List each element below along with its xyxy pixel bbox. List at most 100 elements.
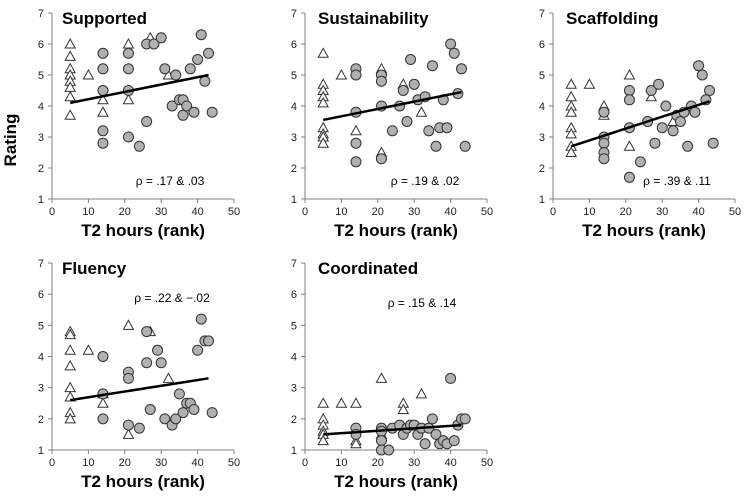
y-tick-label: 2 (38, 414, 44, 426)
circle-point (441, 122, 453, 134)
circle-point (188, 403, 200, 415)
circle-point (459, 413, 471, 425)
x-tick-label: 10 (82, 206, 94, 218)
triangle-point (122, 37, 135, 49)
circle-point (707, 137, 719, 149)
circle-point (192, 344, 204, 356)
circle-point (445, 372, 457, 384)
circle-point (375, 435, 387, 447)
x-tick-label: 40 (444, 457, 456, 469)
x-tick-label: 10 (82, 457, 94, 469)
triangle-point (64, 50, 77, 61)
circle-point (170, 413, 182, 425)
triangle-point (645, 90, 658, 102)
x-tick-label: 40 (444, 206, 456, 218)
triangle-point (317, 96, 330, 108)
y-tick-label: 4 (38, 352, 44, 364)
circle-point (122, 419, 134, 431)
x-tick-label: 20 (119, 457, 131, 469)
circle-point (598, 137, 610, 149)
trend-line (570, 100, 710, 148)
panel-title: Fluency (62, 259, 127, 278)
y-tick-label: 5 (291, 70, 297, 82)
circle-point (155, 32, 167, 44)
triangle-point (415, 387, 428, 399)
triangle-point (565, 90, 578, 102)
triangle-point (565, 78, 578, 89)
circle-point (203, 335, 215, 347)
triangle-point (64, 328, 77, 340)
x-tick-label: 30 (656, 206, 668, 218)
y-tick-label: 2 (291, 163, 297, 175)
x-tick-label: 20 (119, 206, 131, 218)
circle-point (689, 106, 701, 118)
panel-supported: 1 2 3 4 5 6 7 0 10 20 30 40 50 T2 hours (rank) Support… (38, 8, 240, 240)
circle-point (144, 403, 156, 415)
y-tick-label: 6 (38, 39, 44, 51)
circle-point (97, 85, 109, 96)
circle-point (386, 125, 398, 137)
triangle-point (82, 68, 95, 80)
x-tick-label: 50 (481, 206, 493, 218)
circle-point (430, 140, 442, 152)
correlation-annotation: ρ = .22 & −.02 (134, 291, 210, 305)
circle-point (426, 413, 438, 425)
trend-line (69, 73, 209, 105)
circle-point (152, 344, 164, 356)
circle-point (397, 85, 409, 96)
panel-title: Scaffolding (566, 9, 659, 28)
circle-point (423, 125, 435, 137)
circle-point (350, 137, 362, 149)
x-tick-label: 50 (729, 206, 741, 218)
circle-point (188, 106, 200, 118)
x-tick-label: 50 (228, 206, 240, 218)
panel-title: Sustainability (318, 9, 429, 28)
circle-point (97, 351, 109, 362)
x-tick-label: 0 (49, 206, 55, 218)
y-tick-label: 1 (291, 194, 297, 206)
y-tick-label: 2 (291, 414, 297, 426)
x-tick-label: 30 (155, 457, 167, 469)
x-tick-label: 0 (550, 206, 556, 218)
circle-point (459, 140, 471, 152)
triangle-point (565, 106, 578, 117)
circle-point (195, 29, 207, 41)
y-tick-label: 2 (539, 163, 545, 175)
triangle-point (397, 403, 410, 414)
triangle-point (335, 68, 348, 80)
x-tick-label: 10 (335, 457, 347, 469)
y-tick-label: 4 (38, 101, 44, 113)
y-tick-label: 4 (291, 352, 297, 364)
circle-point (97, 137, 109, 149)
circle-point (181, 100, 193, 112)
x-tick-label: 20 (372, 206, 384, 218)
triangle-point (565, 127, 578, 139)
x-axis-label: T2 hours (rank) (81, 221, 205, 240)
panel-coordinated: 1 2 3 4 5 6 7 0 10 20 30 40 50 T2 hours (rank) Coordin… (291, 258, 493, 491)
circle-point (448, 435, 460, 447)
x-tick-label: 40 (191, 206, 203, 218)
circle-point (97, 413, 109, 425)
circle-point (634, 156, 646, 168)
circle-point (674, 116, 686, 127)
triangle-point (623, 140, 636, 151)
y-tick-label: 7 (291, 258, 297, 270)
circle-point (122, 47, 134, 59)
y-tick-label: 5 (291, 320, 297, 332)
circle-point (645, 85, 657, 96)
triangle-point (122, 428, 135, 439)
y-tick-label: 1 (291, 445, 297, 457)
y-tick-label: 5 (38, 70, 44, 82)
circle-point (141, 357, 153, 369)
circle-point (419, 438, 431, 450)
circle-point (350, 69, 362, 81)
y-tick-label: 3 (38, 383, 44, 395)
circle-point (141, 116, 153, 127)
circle-point (206, 106, 218, 118)
circle-point (383, 444, 395, 456)
x-tick-label: 20 (372, 457, 384, 469)
y-tick-label: 7 (38, 8, 44, 20)
circle-point (206, 407, 218, 419)
circle-point (682, 140, 694, 152)
triangle-point (82, 344, 95, 355)
